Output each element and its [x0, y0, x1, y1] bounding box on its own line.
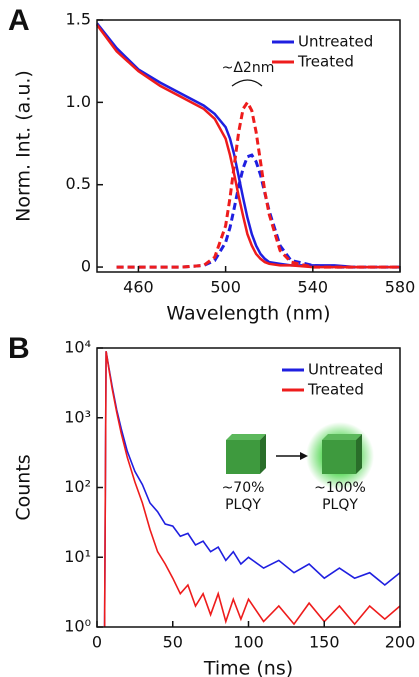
y-tick-label: 0.5: [66, 174, 91, 193]
x-tick-label: 0: [92, 633, 102, 652]
legend-label: Untreated: [308, 361, 383, 379]
annotation-arc: [231, 79, 263, 87]
inset-label: ~70%: [222, 480, 265, 496]
x-tick-label: 500: [210, 278, 241, 297]
y-tick-label: 1.0: [66, 92, 91, 111]
x-tick-label: 540: [298, 278, 329, 297]
data-line: [103, 351, 401, 628]
y-tick-label: 10²: [64, 477, 91, 496]
inset-label: PLQY: [225, 497, 261, 513]
emission-line: [116, 99, 400, 269]
panel-label: A: [8, 4, 30, 37]
legend-label: Untreated: [298, 33, 373, 51]
y-tick-label: 10³: [64, 407, 91, 426]
y-axis-label: Counts: [13, 454, 35, 520]
y-tick-label: 10⁴: [64, 338, 91, 357]
y-tick-label: 0: [81, 257, 91, 276]
plot-frame: [96, 19, 401, 273]
inset-graphic: [226, 422, 374, 490]
x-tick-label: 100: [233, 633, 264, 652]
data-line: [103, 351, 401, 628]
legend-label: Treated: [297, 53, 354, 71]
data-line: [96, 22, 400, 269]
x-tick-label: 200: [385, 633, 416, 652]
annotation: ~Δ2nm: [222, 60, 275, 76]
y-tick-label: 10¹: [64, 547, 91, 566]
y-tick-label: 10⁰: [64, 617, 91, 636]
x-axis-label: Wavelength (nm): [166, 303, 330, 325]
y-tick-label: 1.5: [66, 10, 91, 29]
x-tick-label: 50: [163, 633, 183, 652]
panel-label: B: [8, 332, 30, 365]
y-axis-label: Norm. Int. (a.u.): [13, 70, 35, 222]
x-tick-label: 150: [309, 633, 340, 652]
x-tick-label: 460: [123, 278, 154, 297]
x-axis-label: Time (ns): [203, 658, 293, 677]
x-tick-label: 580: [385, 278, 416, 297]
inset-label: ~100%: [314, 480, 366, 496]
legend-label: Treated: [307, 381, 364, 399]
inset-label: PLQY: [322, 497, 358, 513]
